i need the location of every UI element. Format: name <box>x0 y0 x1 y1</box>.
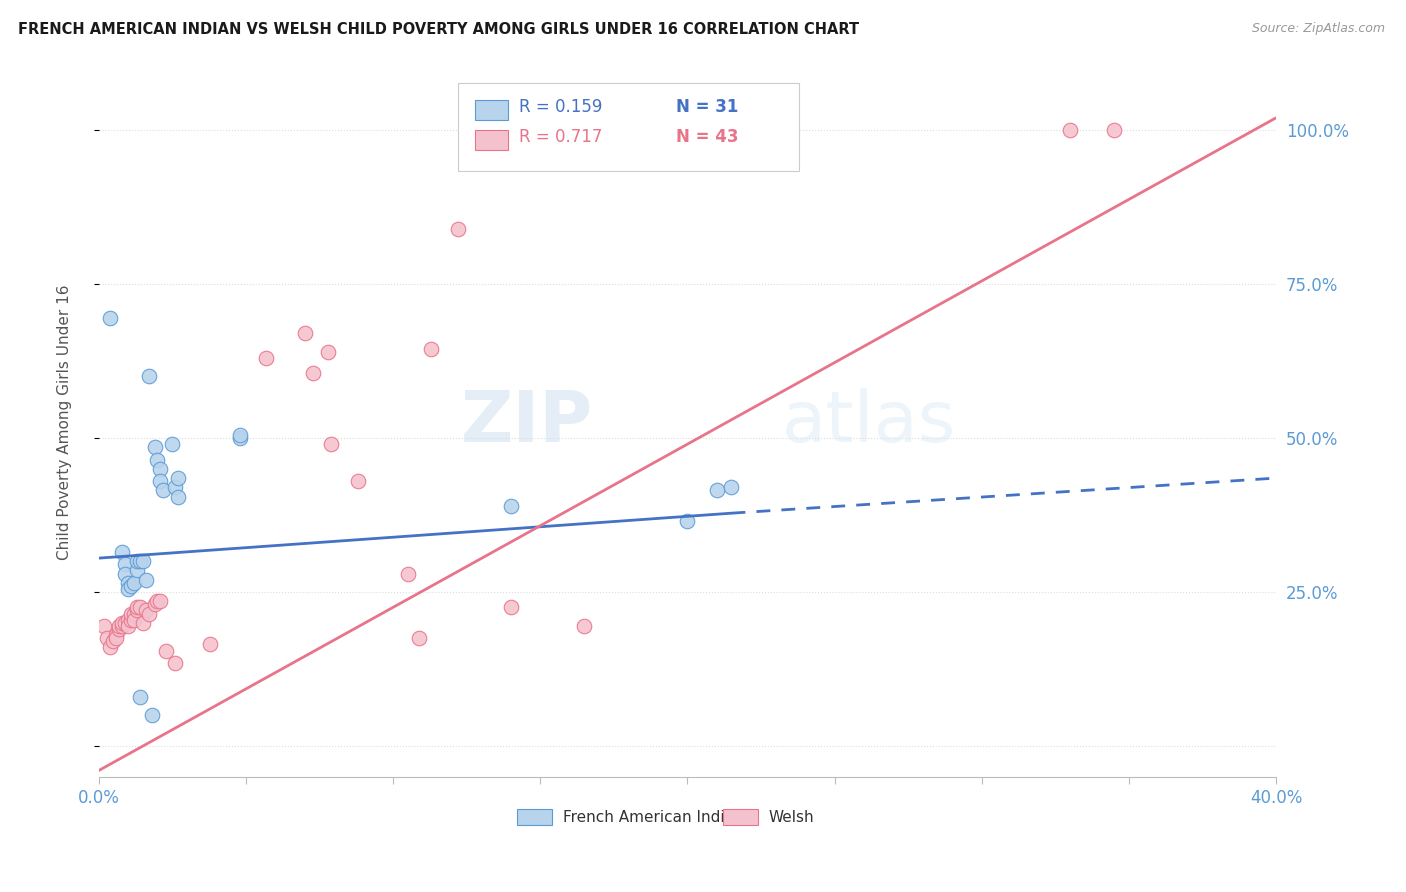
Point <box>117 582 139 596</box>
Point <box>229 431 252 445</box>
Point <box>117 619 139 633</box>
Point <box>125 603 148 617</box>
Point <box>98 640 121 655</box>
Point <box>108 619 131 633</box>
Point <box>111 615 134 630</box>
Point <box>167 490 190 504</box>
Point <box>120 579 142 593</box>
Point <box>346 474 368 488</box>
Point <box>98 310 121 325</box>
Point <box>103 634 125 648</box>
Point <box>499 499 522 513</box>
Point <box>141 708 163 723</box>
Point <box>146 594 169 608</box>
Point <box>143 440 166 454</box>
Point <box>706 483 728 498</box>
Point <box>1059 123 1081 137</box>
Point <box>676 514 699 528</box>
Text: FRENCH AMERICAN INDIAN VS WELSH CHILD POVERTY AMONG GIRLS UNDER 16 CORRELATION C: FRENCH AMERICAN INDIAN VS WELSH CHILD PO… <box>18 22 859 37</box>
Point <box>93 619 115 633</box>
Point <box>117 613 139 627</box>
Point <box>1102 123 1125 137</box>
Text: atlas: atlas <box>782 388 956 457</box>
Point <box>138 607 160 621</box>
Point <box>321 437 343 451</box>
Point <box>152 483 174 498</box>
Point <box>155 643 177 657</box>
FancyBboxPatch shape <box>516 809 553 825</box>
FancyBboxPatch shape <box>458 83 799 171</box>
Y-axis label: Child Poverty Among Girls Under 16: Child Poverty Among Girls Under 16 <box>58 285 72 560</box>
Point <box>200 637 222 651</box>
Point <box>125 564 148 578</box>
Point <box>105 628 128 642</box>
FancyBboxPatch shape <box>475 130 509 150</box>
Text: R = 0.159: R = 0.159 <box>519 98 602 117</box>
Point <box>120 613 142 627</box>
Point <box>128 600 150 615</box>
Text: Welsh: Welsh <box>769 810 814 824</box>
Point <box>135 573 157 587</box>
Point <box>96 631 118 645</box>
Text: R = 0.717: R = 0.717 <box>519 128 602 146</box>
Point <box>149 462 172 476</box>
Point <box>149 594 172 608</box>
Text: French American Indians: French American Indians <box>562 810 751 824</box>
Point <box>125 554 148 568</box>
Point <box>132 554 155 568</box>
Point <box>114 566 136 581</box>
Point <box>165 656 187 670</box>
Point <box>138 369 160 384</box>
Point <box>720 480 742 494</box>
Point <box>254 351 277 365</box>
Point <box>396 566 419 581</box>
Point <box>122 607 145 621</box>
Point <box>143 598 166 612</box>
Point <box>149 474 172 488</box>
Point <box>160 437 183 451</box>
Point <box>146 452 169 467</box>
Point <box>447 221 470 235</box>
FancyBboxPatch shape <box>723 809 758 825</box>
Text: N = 43: N = 43 <box>675 128 738 146</box>
Point <box>408 631 430 645</box>
Text: N = 31: N = 31 <box>675 98 738 117</box>
Point <box>122 613 145 627</box>
Point <box>135 603 157 617</box>
Point <box>574 619 596 633</box>
FancyBboxPatch shape <box>475 101 509 120</box>
Point <box>316 344 339 359</box>
Point <box>229 428 252 442</box>
Point <box>165 480 187 494</box>
Point <box>499 600 522 615</box>
Point <box>111 619 134 633</box>
Text: Source: ZipAtlas.com: Source: ZipAtlas.com <box>1251 22 1385 36</box>
Point <box>114 558 136 572</box>
Point <box>108 622 131 636</box>
Point <box>111 545 134 559</box>
Point <box>294 326 316 341</box>
Point <box>128 554 150 568</box>
Point <box>120 607 142 621</box>
Point <box>132 615 155 630</box>
Point <box>122 575 145 590</box>
Point <box>420 342 443 356</box>
Point <box>125 600 148 615</box>
Text: ZIP: ZIP <box>461 388 593 457</box>
Point <box>114 615 136 630</box>
Point <box>105 631 128 645</box>
Point <box>302 367 325 381</box>
Point <box>128 690 150 704</box>
Point <box>167 471 190 485</box>
Point <box>117 575 139 590</box>
